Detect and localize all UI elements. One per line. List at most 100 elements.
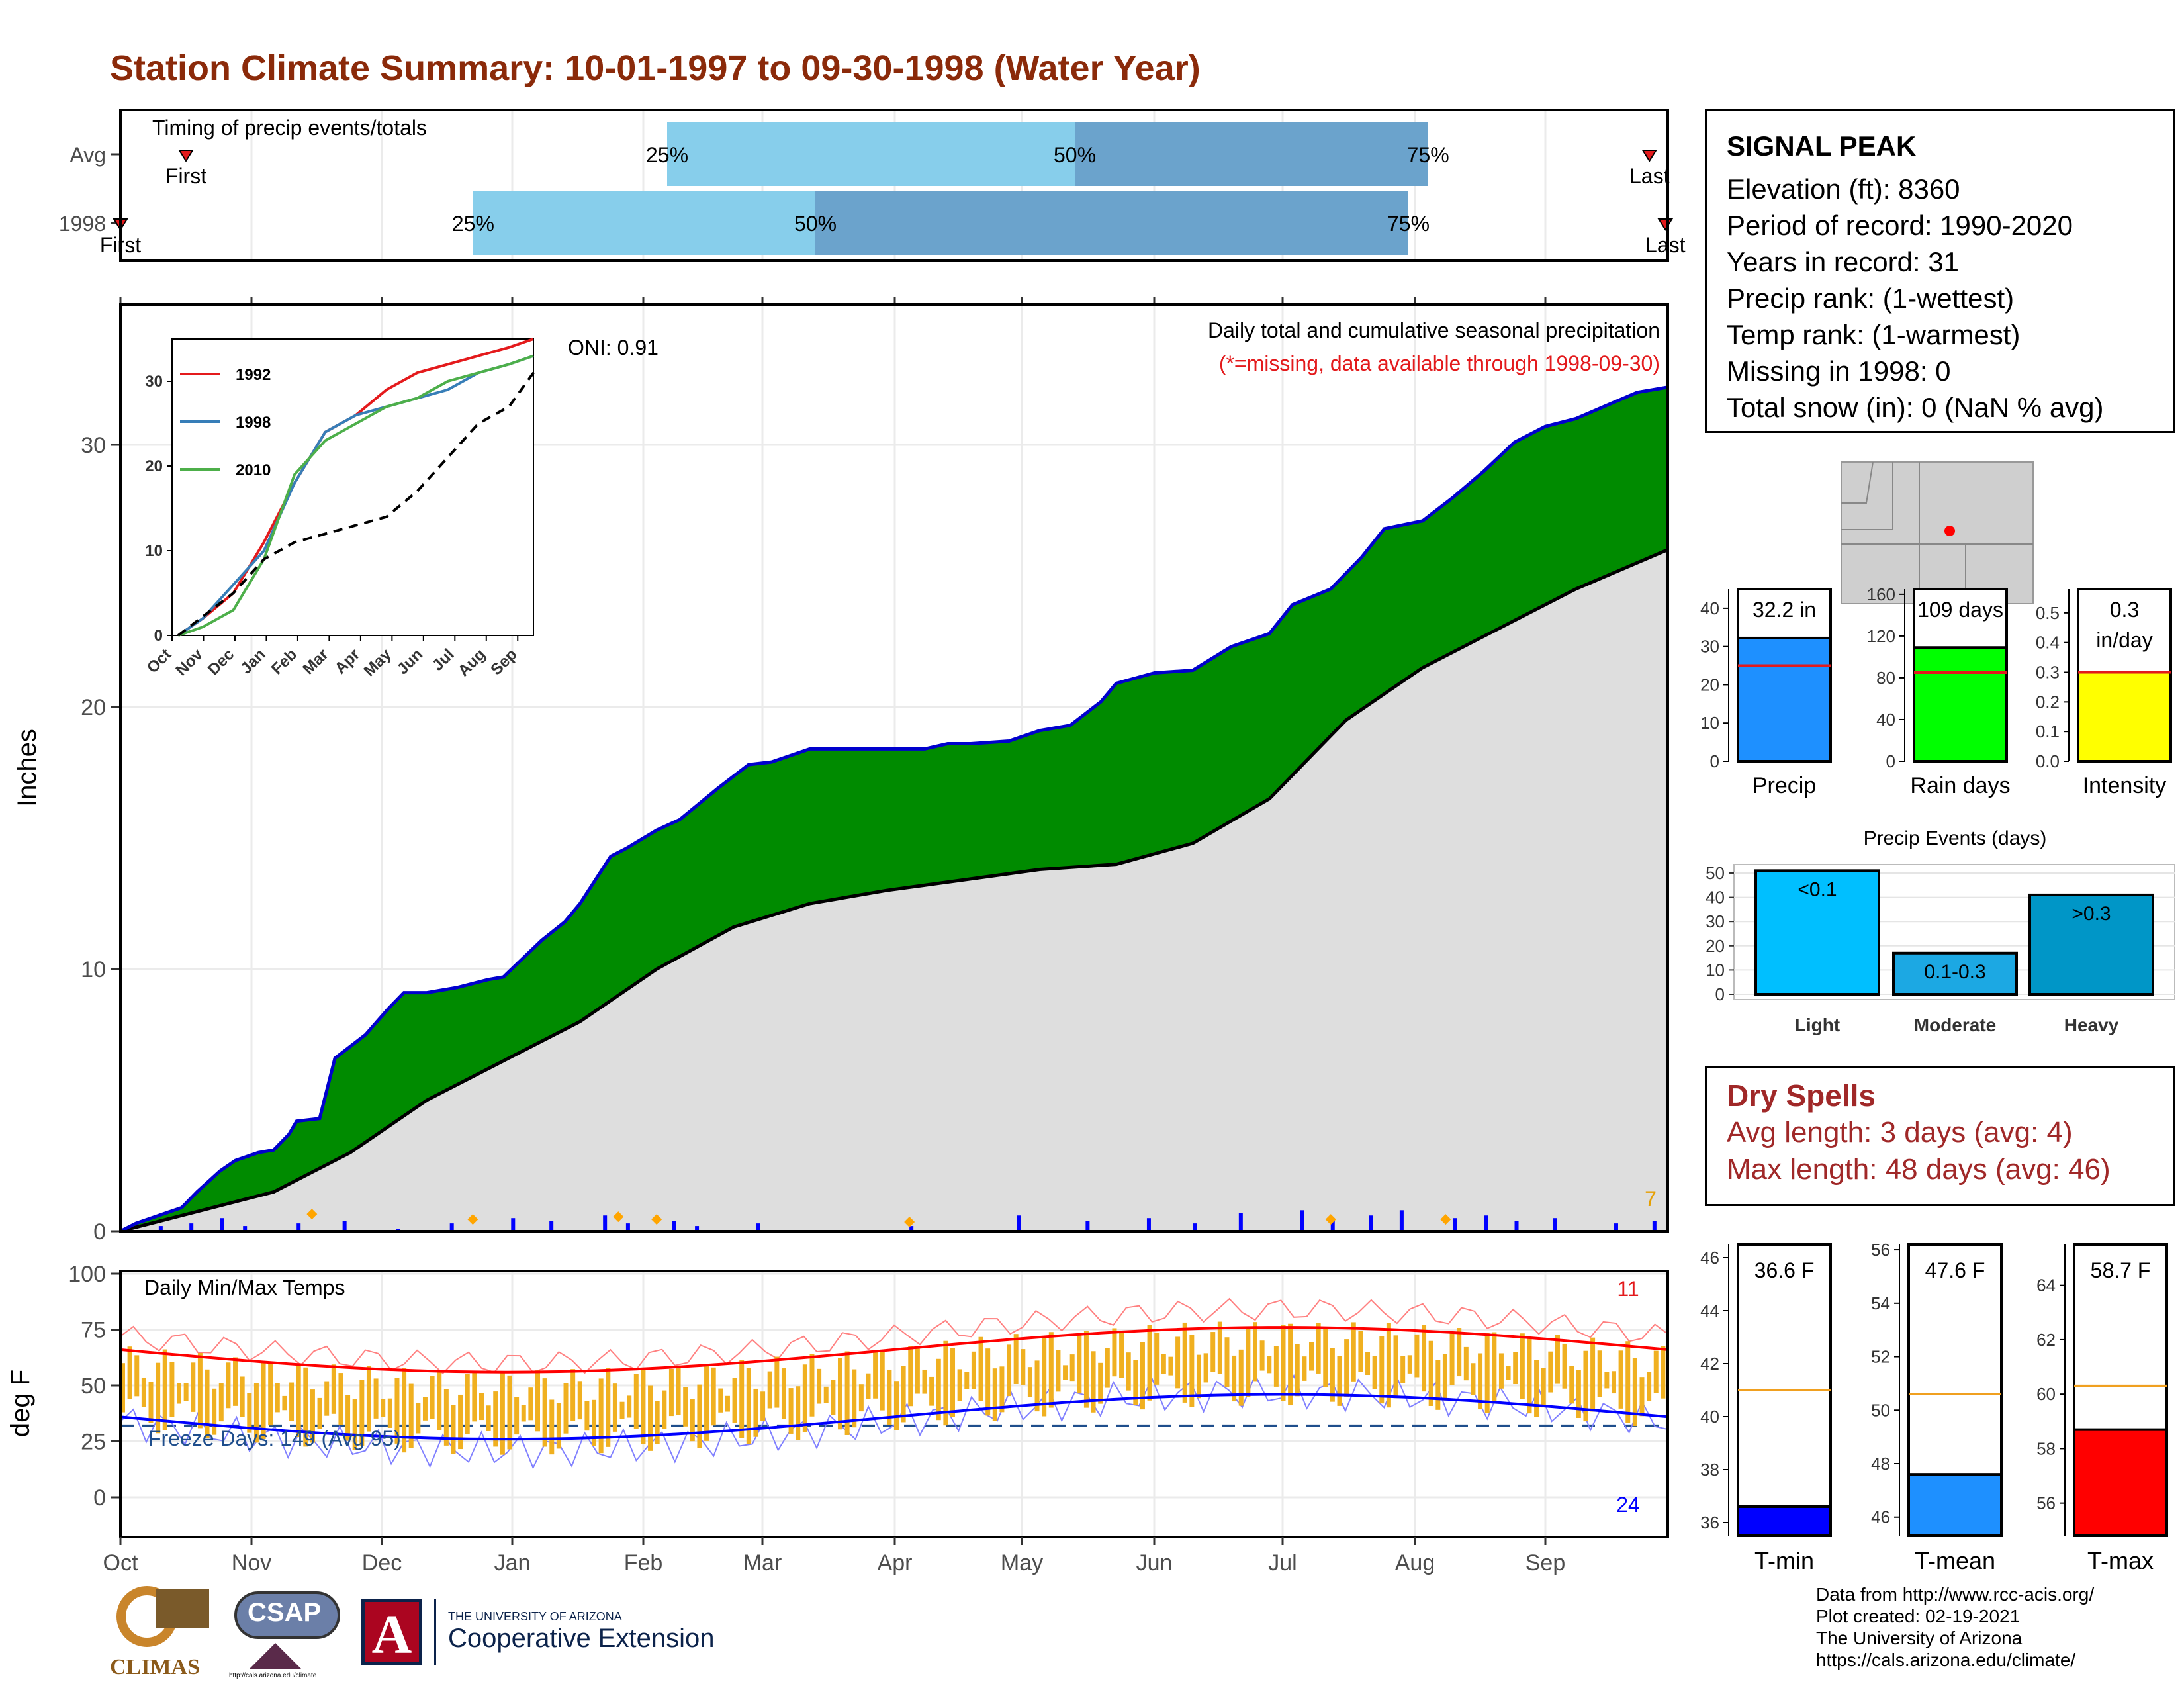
temp-bar-value-label: 47.6 F (1925, 1258, 1985, 1282)
daily-temp-range (950, 1348, 956, 1417)
daily-precip-bar (1085, 1221, 1090, 1231)
daily-precip-bar (549, 1221, 554, 1231)
daily-temp-range (1161, 1354, 1166, 1374)
daily-temp-range (1428, 1340, 1433, 1406)
page-title: Station Climate Summary: 10-01-1997 to 0… (110, 48, 1201, 88)
daily-temp-range (648, 1385, 653, 1451)
daily-precip-bar (756, 1223, 760, 1231)
daily-temp-range (1344, 1339, 1349, 1397)
daily-temp-range (584, 1401, 590, 1431)
daily-precip-bar (1553, 1218, 1557, 1231)
bar-value-fill (1737, 636, 1832, 763)
daily-temp-range (774, 1356, 780, 1408)
bar-value-fill (1913, 646, 2008, 763)
bar-value-fill (1907, 1473, 2003, 1538)
daily-temp-range (514, 1397, 520, 1435)
daily-temp-range (1091, 1351, 1096, 1413)
month-label: Sep (1525, 1550, 1566, 1575)
daily-temp-range (999, 1366, 1005, 1413)
daily-temp-range (606, 1368, 611, 1447)
bar-ytick-label: 36 (1700, 1513, 1719, 1532)
avg-min-line (120, 1393, 1668, 1441)
daily-temp-range (1013, 1334, 1019, 1384)
daily-temp-range (760, 1391, 766, 1421)
daily-temp-range (1449, 1333, 1455, 1385)
daily-temp-range (802, 1364, 807, 1432)
daily-temp-range (711, 1367, 716, 1426)
precip-ytick-label: 10 (81, 957, 106, 982)
month-label: Jan (494, 1550, 531, 1575)
daily-temp-range (493, 1391, 498, 1447)
inset-ytick-label: 20 (145, 457, 163, 475)
daily-temp-range (542, 1378, 547, 1447)
daily-temp-range (1379, 1336, 1385, 1404)
daily-temp-range (317, 1397, 322, 1429)
snow-marker (651, 1214, 662, 1225)
daily-temp-range (212, 1388, 217, 1435)
ua-big-text: Cooperative Extension (448, 1624, 715, 1653)
month-label: May (1001, 1550, 1043, 1575)
daily-temp-range (556, 1403, 561, 1449)
daily-temp-range (1232, 1355, 1237, 1402)
daily-temp-range (1238, 1349, 1244, 1406)
daily-temp-range (676, 1367, 681, 1415)
daily-precip-bar (1193, 1223, 1197, 1231)
daily-temp-range (978, 1336, 983, 1401)
daily-temp-range (1295, 1344, 1300, 1397)
summary-bars: 0 10 20 30 40 32.2 in Precip 0 40 80 120 160 109 day… (1700, 585, 2172, 798)
daily-temp-range (1527, 1337, 1532, 1414)
daily-temp-range (430, 1376, 435, 1419)
daily-temp-range (1604, 1372, 1610, 1389)
daily-temp-range (866, 1373, 871, 1399)
station-info-box: SIGNAL PEAK Elevation (ft): 8360 Period … (1705, 109, 2175, 433)
daily-temp-range (373, 1378, 379, 1419)
credits: Data from http://www.rcc-acis.org/ Plot … (1816, 1583, 2094, 1671)
daily-temp-range (268, 1362, 273, 1426)
daily-temp-range (408, 1383, 414, 1448)
daily-temp-range (1513, 1352, 1518, 1385)
daily-temp-range (465, 1374, 470, 1435)
daily-temp-range (183, 1383, 189, 1401)
inset-legend-label: 1992 (236, 366, 271, 384)
bar-ytick-label: 0.4 (2036, 633, 2060, 653)
daily-temp-range (1562, 1343, 1567, 1389)
temp-panel: 0 25 50 75 100 Daily Min/Max Temps Freeze Da… (6, 1262, 1669, 1538)
month-label: Jun (1136, 1550, 1173, 1575)
daily-temp-range (1323, 1327, 1328, 1387)
daily-temp-range (1548, 1351, 1553, 1393)
last-event-label: Last (1645, 233, 1686, 257)
daily-temp-range (387, 1398, 392, 1428)
daily-temp-range (324, 1381, 330, 1416)
events-ytick-label: 30 (1706, 912, 1725, 931)
daily-temp-range (619, 1401, 625, 1419)
inset-ytick-label: 0 (154, 627, 163, 645)
bar-ytick-label: 60 (2036, 1384, 2056, 1404)
daily-precip-bar (189, 1223, 194, 1231)
daily-temp-range (1140, 1342, 1145, 1410)
daily-temp-range (141, 1377, 146, 1407)
daily-precip-bar (1614, 1223, 1618, 1231)
bar-value-fill (1737, 1505, 1832, 1537)
daily-temp-range (908, 1346, 913, 1407)
daily-temp-range (381, 1399, 386, 1417)
daily-temp-range (443, 1389, 449, 1446)
timing-box-upper (815, 191, 1408, 255)
daily-temp-range (120, 1363, 125, 1413)
daily-temp-range (1224, 1337, 1230, 1387)
daily-temp-range (1365, 1352, 1371, 1376)
month-label: Feb (624, 1550, 663, 1575)
precip-events-chart: Precip Events (days) 0 10 20 30 40 50 <0.1 Light… (1706, 827, 2175, 1035)
bar-ytick-label: 160 (1867, 585, 1895, 604)
daily-precip-bar (1330, 1218, 1335, 1231)
daily-temp-range (1407, 1355, 1412, 1374)
daily-temp-range (873, 1351, 878, 1399)
daily-temp-range (1400, 1356, 1406, 1383)
station-info-line: Total snow (in): 0 (NaN % avg) (1727, 392, 2104, 423)
temp-bar-category-label: T-mean (1915, 1547, 1995, 1574)
daily-temp-range (1302, 1356, 1307, 1381)
daily-temp-range (1021, 1349, 1026, 1385)
daily-temp-range (732, 1378, 737, 1423)
daily-precip-bar (1017, 1215, 1021, 1231)
timing-box-upper (1075, 122, 1428, 186)
